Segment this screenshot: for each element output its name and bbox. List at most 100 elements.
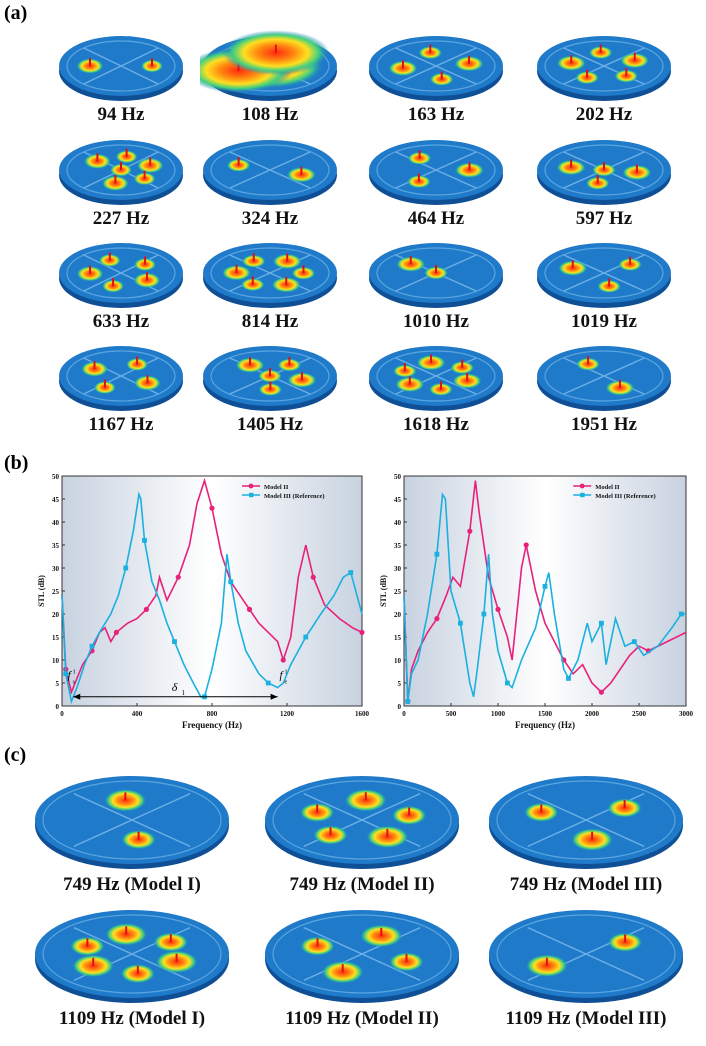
mode-shape-frequency-label: 633 Hz bbox=[92, 311, 150, 332]
mode-shape-frequency-label: 597 Hz bbox=[575, 208, 633, 229]
point-model-iii bbox=[228, 579, 234, 585]
y-tick-label: 45 bbox=[52, 496, 60, 504]
mode-shape-frequency-label: 464 Hz bbox=[407, 208, 465, 229]
legend-entry: Model II bbox=[595, 484, 620, 491]
mode-shape-plate bbox=[534, 237, 674, 313]
y-tick-label: 30 bbox=[52, 565, 60, 573]
x-tick-label: 2500 bbox=[632, 710, 647, 718]
model-comparison-plate bbox=[262, 770, 462, 874]
y-tick-label: 45 bbox=[394, 496, 402, 504]
point-model-iii bbox=[481, 611, 487, 617]
mode-shape-frequency-label: 1618 Hz bbox=[403, 414, 469, 435]
point-model-ii bbox=[175, 574, 181, 580]
model-comparison-label: 1109 Hz (Model II) bbox=[285, 1008, 439, 1029]
mode-shape-frequency-label: 202 Hz bbox=[575, 104, 633, 125]
y-tick-label: 20 bbox=[52, 611, 60, 619]
stl-chart-left: 0 5 10 15 20 25 30 35 40 45 50 0 400 800 1200 1600 Frequ… bbox=[37, 473, 370, 730]
y-tick-label: 50 bbox=[394, 473, 402, 481]
mode-shape-plate bbox=[366, 134, 506, 210]
legend-entry: Model III (Reference) bbox=[595, 493, 656, 500]
point-model-iii bbox=[542, 584, 548, 589]
point-model-iii bbox=[348, 570, 354, 575]
series-line-model-iii bbox=[403, 491, 686, 702]
fe-annotation: f bbox=[280, 669, 285, 681]
x-tick-label: 1000 bbox=[491, 710, 506, 718]
point-model-iii bbox=[434, 551, 440, 557]
model-comparison-plate bbox=[32, 770, 232, 874]
y-tick-label: 50 bbox=[52, 473, 60, 481]
y-tick-label: 40 bbox=[52, 519, 60, 527]
fs-subscript: s bbox=[73, 679, 76, 685]
point-model-ii bbox=[280, 657, 286, 663]
point-model-ii bbox=[434, 616, 440, 622]
y-tick-label: 10 bbox=[394, 657, 402, 665]
series-line-model-iii bbox=[61, 491, 363, 705]
x-axis-label: Frequency (Hz) bbox=[515, 720, 575, 730]
mode-shape-plate bbox=[534, 134, 674, 210]
mode-shape-frequency-label: 108 Hz bbox=[241, 104, 299, 125]
legend-marker bbox=[249, 492, 254, 498]
point-model-ii bbox=[143, 606, 149, 612]
legend-entry: Model III (Reference) bbox=[264, 493, 325, 500]
legend-marker bbox=[580, 492, 585, 498]
mode-shape-plate bbox=[200, 340, 340, 416]
point-model-ii bbox=[467, 528, 473, 534]
mode-shape-frequency-label: 324 Hz bbox=[241, 208, 299, 229]
model-comparison-label: 1109 Hz (Model I) bbox=[58, 1008, 206, 1029]
mode-shape-frequency-label: 1019 Hz bbox=[571, 311, 637, 332]
point-model-iii bbox=[172, 639, 177, 644]
x-tick-label: 500 bbox=[446, 710, 457, 718]
mode-shape-plate bbox=[366, 30, 506, 106]
y-tick-label: 0 bbox=[398, 703, 402, 711]
mode-shape-frequency-label: 1167 Hz bbox=[88, 414, 154, 435]
point-model-ii bbox=[523, 542, 529, 548]
point-model-iii bbox=[458, 620, 463, 626]
mode-shape-plate bbox=[200, 134, 340, 210]
mode-shape-frequency-label: 227 Hz bbox=[92, 208, 150, 229]
point-model-ii bbox=[310, 574, 316, 580]
legend-marker bbox=[579, 483, 585, 489]
point-model-iii bbox=[123, 565, 129, 571]
mode-shape-frequency-label: 1405 Hz bbox=[237, 414, 303, 435]
fs-annotation: f bbox=[68, 669, 73, 681]
y-tick-label: 5 bbox=[398, 680, 402, 688]
y-axis-label: STL (dB) bbox=[37, 575, 46, 607]
panel-label-a: (a) bbox=[4, 2, 28, 24]
point-model-iii bbox=[63, 671, 69, 677]
mode-shape-frequency-label: 814 Hz bbox=[241, 311, 299, 332]
y-tick-label: 10 bbox=[52, 657, 60, 665]
x-tick-label: 800 bbox=[207, 710, 218, 718]
point-model-ii bbox=[209, 505, 215, 511]
legend-marker bbox=[248, 483, 254, 489]
mode-shape-frequency-label: 94 Hz bbox=[97, 104, 145, 125]
y-tick-label: 35 bbox=[394, 542, 402, 550]
point-model-iii bbox=[142, 538, 147, 543]
model-comparison-label: 749 Hz (Model II) bbox=[289, 874, 435, 895]
series-line-model-ii bbox=[403, 480, 687, 702]
mode-shape-frequency-label: 1951 Hz bbox=[571, 414, 637, 435]
model-comparison-plate bbox=[32, 904, 232, 1008]
mode-shape-plate bbox=[184, 30, 340, 106]
model-comparison-label: 749 Hz (Model I) bbox=[63, 874, 201, 895]
legend-entry: Model II bbox=[264, 484, 289, 491]
delta-arrow-head-right bbox=[270, 693, 278, 700]
model-comparison-plate bbox=[486, 770, 686, 874]
y-tick-label: 25 bbox=[52, 588, 60, 596]
y-tick-label: 15 bbox=[52, 634, 60, 642]
fs-superscript: 1 bbox=[73, 669, 76, 675]
x-tick-label: 1600 bbox=[355, 710, 370, 718]
model-comparison-label: 1109 Hz (Model III) bbox=[505, 1008, 667, 1029]
mode-shape-plate bbox=[56, 237, 186, 313]
y-axis-label: STL (dB) bbox=[379, 575, 388, 607]
point-model-ii bbox=[359, 629, 365, 635]
mode-shape-plate bbox=[56, 134, 186, 210]
y-tick-label: 30 bbox=[394, 565, 402, 573]
delta-annotation: δ bbox=[172, 680, 178, 694]
y-tick-label: 25 bbox=[394, 588, 402, 596]
x-tick-label: 0 bbox=[60, 710, 64, 718]
x-tick-label: 400 bbox=[132, 710, 143, 718]
point-model-iii bbox=[566, 676, 571, 681]
fe-superscript: 1 bbox=[285, 669, 288, 675]
mode-shape-plate bbox=[366, 340, 506, 416]
y-tick-label: 15 bbox=[394, 634, 402, 642]
